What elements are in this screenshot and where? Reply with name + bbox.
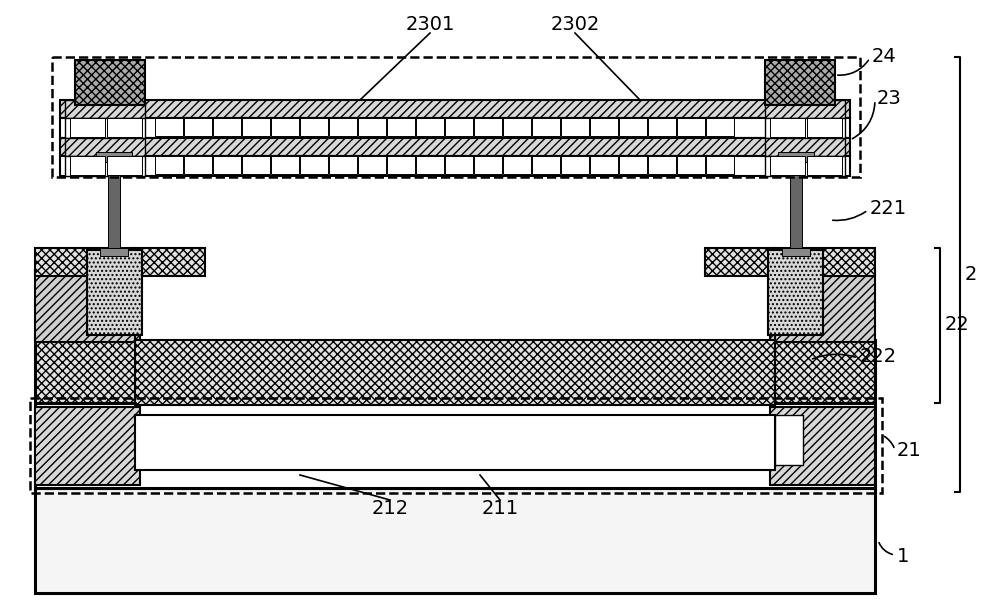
Bar [775,415,803,465]
Text: 2302: 2302 [550,16,600,35]
Bar [590,156,618,174]
Bar [65,100,145,118]
Bar [135,415,775,470]
Bar [503,118,531,136]
Bar [358,118,386,136]
Bar [242,118,270,136]
Bar [768,250,823,335]
Bar [387,118,415,136]
Bar [765,138,845,156]
Bar [532,118,560,136]
Bar [790,155,802,255]
Bar [35,407,140,485]
Bar [60,118,850,138]
Bar [706,118,734,136]
Bar [60,100,850,118]
Bar [100,248,128,256]
Bar [35,402,875,488]
Bar [445,118,473,136]
Bar [60,156,850,176]
Bar [705,248,875,276]
Bar [648,118,676,136]
Bar [590,118,618,136]
Bar [107,156,142,175]
Text: 24: 24 [872,47,897,66]
Bar [648,156,676,174]
Bar [184,156,212,174]
Bar [445,156,473,174]
Bar [300,118,328,136]
Bar [135,340,775,405]
Text: 222: 222 [860,347,897,365]
Text: 2301: 2301 [405,16,455,35]
Bar [213,156,241,174]
Bar [65,118,145,138]
Bar [387,156,415,174]
Bar [770,407,875,485]
Bar [416,118,444,136]
Bar [503,156,531,174]
Bar [358,156,386,174]
Bar [807,118,842,137]
Bar [782,248,810,256]
Text: 2: 2 [965,265,977,285]
Text: 21: 21 [897,441,922,459]
Bar [138,276,772,344]
Bar [60,138,850,156]
Bar [765,60,835,105]
Bar [619,118,647,136]
Bar [807,156,842,175]
Bar [677,156,705,174]
Bar [765,100,845,118]
Bar [35,340,875,403]
Bar [619,156,647,174]
Bar [155,118,183,136]
Bar [155,156,183,174]
Bar [30,398,882,493]
Bar [70,118,105,137]
Bar [107,118,142,137]
Bar [561,156,589,174]
Bar [677,118,705,136]
Bar [35,488,875,593]
Bar [184,118,212,136]
Bar [213,118,241,136]
Bar [35,270,140,342]
Bar [770,270,875,342]
Bar [35,248,205,276]
Text: 23: 23 [877,89,902,107]
Bar [474,156,502,174]
Bar [87,250,142,335]
Bar [765,156,845,176]
Text: 211: 211 [481,498,519,518]
Text: 212: 212 [371,498,409,518]
Text: 22: 22 [945,316,970,334]
Bar [75,60,145,105]
Bar [706,156,734,174]
Bar [778,152,814,162]
Bar [96,152,132,162]
Bar [108,155,120,255]
Bar [770,156,805,175]
Bar [70,156,105,175]
Bar [561,118,589,136]
Bar [770,118,805,137]
Bar [329,118,357,136]
Bar [271,118,299,136]
Text: 221: 221 [870,198,907,217]
Bar [52,57,860,177]
Bar [65,138,145,156]
Bar [765,118,845,138]
Bar [329,156,357,174]
Bar [242,156,270,174]
Bar [300,156,328,174]
Bar [474,118,502,136]
Bar [65,156,145,176]
Bar [271,156,299,174]
Bar [532,156,560,174]
Text: 1: 1 [897,548,909,566]
Bar [416,156,444,174]
